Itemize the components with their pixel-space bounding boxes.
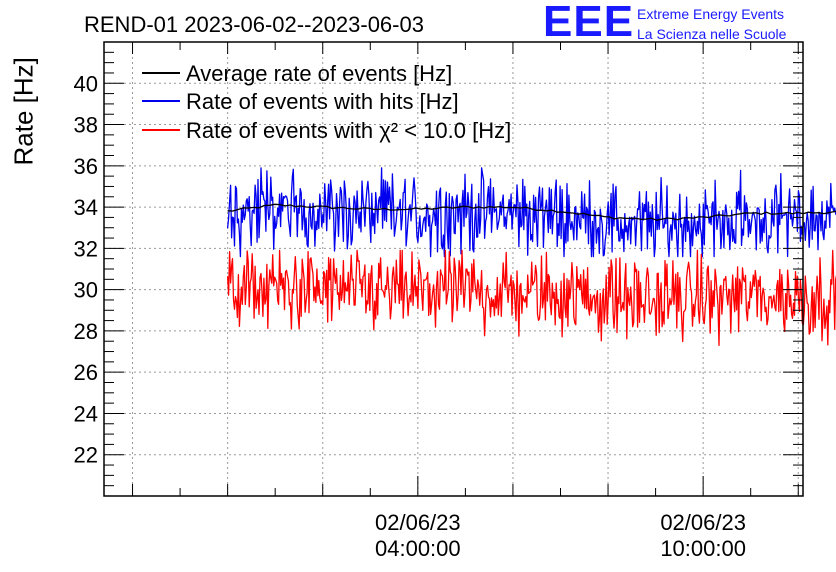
series-line-hits: [226, 167, 836, 258]
y-tick-label: 28: [74, 319, 98, 344]
y-tick-label: 26: [74, 360, 98, 385]
series-layer: [226, 167, 836, 347]
legend-label-chi2: Rate of events with χ² < 10.0 [Hz]: [186, 118, 511, 143]
x-tick-time: 04:00:00: [375, 536, 461, 561]
eee-logo: EEE: [543, 0, 635, 46]
y-tick-label: 36: [74, 154, 98, 179]
axis-layer: 22 24 26 28 30 32 34 36 38 40: [74, 42, 803, 496]
logo-line-2: La Scienza nelle Scuole: [637, 26, 787, 42]
x-tick-date: 02/06/23: [660, 510, 746, 535]
x-tick-label: 02/06/23 04:00:00: [348, 510, 488, 562]
y-tick-label: 34: [74, 195, 98, 220]
grid-layer: [104, 42, 803, 496]
legend-label-average: Average rate of events [Hz]: [186, 61, 452, 86]
x-tick-time: 10:00:00: [660, 536, 746, 561]
chart-title: REND-01 2023-06-02--2023-06-03: [84, 12, 424, 37]
y-tick-label: 22: [74, 443, 98, 468]
y-tick-label: 32: [74, 236, 98, 261]
legend-label-hits: Rate of events with hits [Hz]: [186, 89, 459, 114]
y-tick-label: 40: [74, 71, 98, 96]
logo-line-1: Extreme Energy Events: [637, 6, 785, 22]
legend: Average rate of events [Hz] Rate of event…: [142, 61, 511, 143]
x-tick-date: 02/06/23: [375, 510, 461, 535]
x-tick-label: 02/06/23 10:00:00: [633, 510, 773, 562]
y-tick-label: 24: [74, 401, 98, 426]
y-tick-label: 30: [74, 278, 98, 303]
y-tick-label: 38: [74, 113, 98, 138]
series-line-chi2: [226, 249, 836, 347]
series-line-average: [227, 203, 836, 221]
